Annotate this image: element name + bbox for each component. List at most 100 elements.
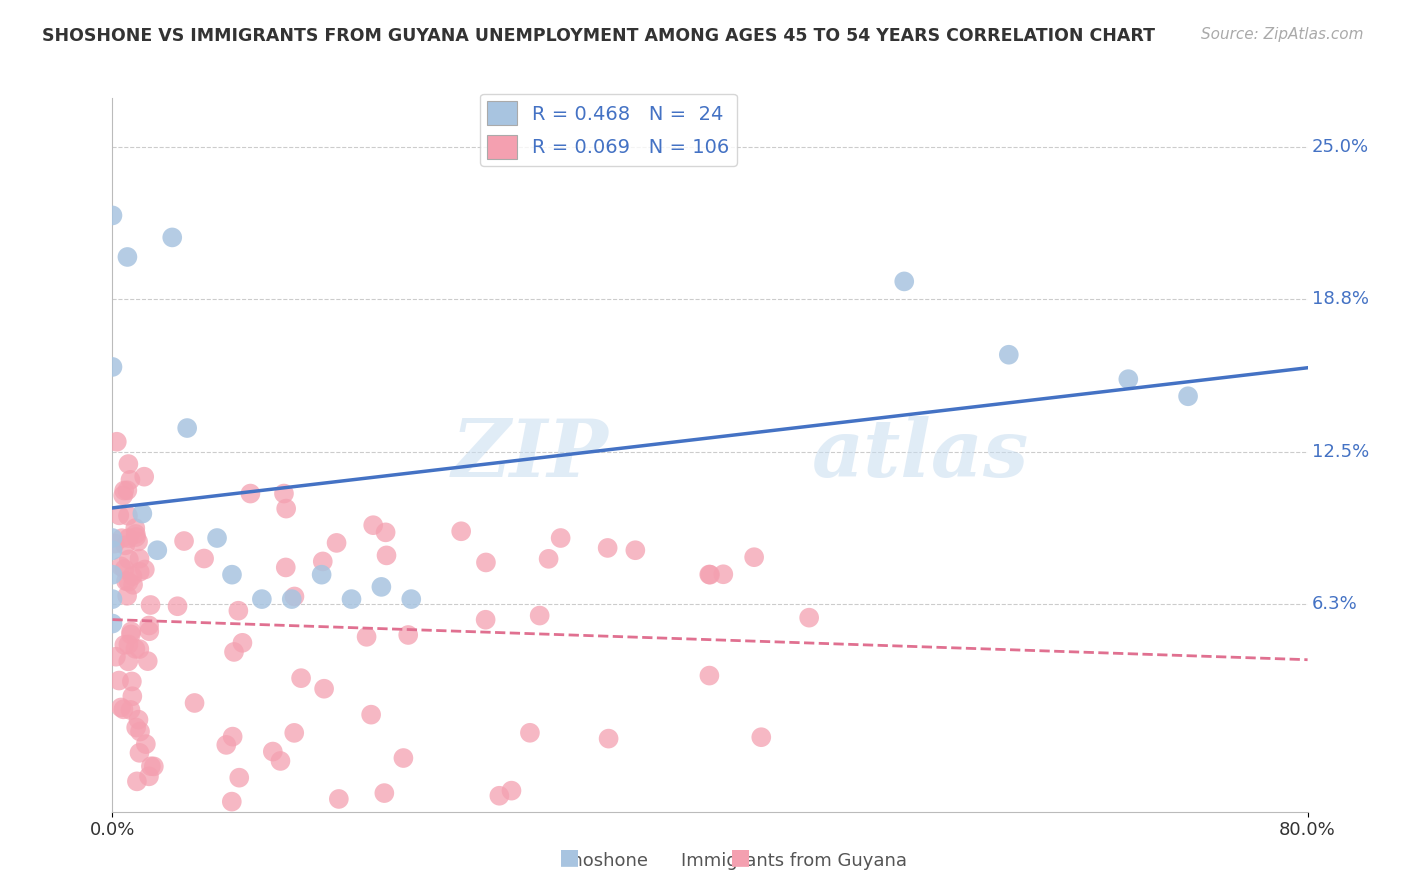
- Point: [101, 531, 124, 545]
- Point: [283, 590, 305, 604]
- Point: [624, 543, 647, 558]
- Point: [121, 569, 143, 583]
- Point: [125, 774, 148, 789]
- Point: [697, 567, 720, 582]
- Point: [101, 359, 124, 374]
- Point: [125, 527, 148, 541]
- Point: [221, 730, 243, 744]
- Point: [519, 726, 541, 740]
- Point: [135, 737, 157, 751]
- Point: [112, 638, 135, 652]
- Point: [328, 792, 350, 806]
- Point: [142, 759, 165, 773]
- Point: [117, 483, 139, 498]
- Point: [396, 628, 419, 642]
- Text: Immigrants from Guyana: Immigrants from Guyana: [682, 852, 907, 870]
- Point: [101, 543, 124, 558]
- Point: [117, 654, 139, 668]
- Point: [537, 551, 560, 566]
- Point: [221, 567, 243, 582]
- Point: [340, 592, 363, 607]
- Point: [1177, 389, 1199, 403]
- Point: [742, 550, 765, 565]
- Point: [283, 726, 305, 740]
- Point: [183, 696, 205, 710]
- Point: [117, 508, 139, 523]
- Point: [108, 673, 131, 688]
- Point: [475, 556, 498, 570]
- Point: [117, 574, 139, 589]
- Point: [998, 348, 1021, 362]
- Point: [120, 703, 142, 717]
- Point: [311, 567, 333, 582]
- Point: [127, 713, 149, 727]
- Point: [360, 707, 382, 722]
- Point: [108, 508, 131, 523]
- Point: [115, 589, 138, 603]
- Point: [128, 642, 150, 657]
- Point: [312, 554, 335, 568]
- Point: [125, 721, 148, 735]
- Point: [131, 507, 153, 521]
- Point: [117, 637, 139, 651]
- Point: [250, 592, 273, 607]
- Point: [231, 636, 253, 650]
- Point: [120, 624, 142, 639]
- Point: [222, 645, 245, 659]
- Point: [370, 580, 392, 594]
- Point: [101, 567, 124, 582]
- Point: [136, 654, 159, 668]
- Point: [401, 592, 423, 607]
- Point: [124, 641, 146, 656]
- Point: [101, 209, 124, 223]
- Point: [269, 754, 291, 768]
- Point: [112, 702, 135, 716]
- Point: [120, 473, 142, 487]
- Point: [699, 668, 721, 682]
- Text: ■: ■: [560, 847, 579, 867]
- Text: ZIP: ZIP: [451, 417, 609, 493]
- Point: [118, 531, 141, 545]
- Point: [893, 274, 915, 288]
- Point: [501, 783, 523, 797]
- Text: SHOSHONE VS IMMIGRANTS FROM GUYANA UNEMPLOYMENT AMONG AGES 45 TO 54 YEARS CORREL: SHOSHONE VS IMMIGRANTS FROM GUYANA UNEMP…: [42, 27, 1156, 45]
- Point: [110, 700, 132, 714]
- Point: [274, 560, 297, 574]
- Point: [111, 531, 134, 545]
- Point: [166, 599, 188, 614]
- Point: [117, 457, 139, 471]
- Point: [139, 598, 162, 612]
- Point: [128, 746, 150, 760]
- Legend: R = 0.468   N =  24, R = 0.069   N = 106: R = 0.468 N = 24, R = 0.069 N = 106: [479, 94, 737, 166]
- Point: [596, 541, 619, 555]
- Point: [114, 562, 136, 576]
- Point: [375, 549, 398, 563]
- Point: [361, 518, 384, 533]
- Point: [101, 616, 124, 631]
- Point: [221, 795, 243, 809]
- Point: [374, 525, 396, 540]
- Point: [128, 551, 150, 566]
- Point: [114, 538, 136, 552]
- Point: [290, 671, 312, 685]
- Point: [356, 630, 378, 644]
- Point: [173, 534, 195, 549]
- Point: [1118, 372, 1140, 386]
- Point: [699, 567, 721, 582]
- Point: [281, 592, 304, 607]
- Point: [104, 536, 127, 550]
- Point: [105, 434, 128, 449]
- Point: [146, 543, 169, 558]
- Point: [101, 592, 124, 607]
- Point: [325, 536, 347, 550]
- Point: [120, 627, 142, 641]
- Point: [799, 610, 821, 624]
- Point: [115, 574, 138, 588]
- Point: [162, 230, 183, 244]
- Point: [134, 469, 156, 483]
- Text: atlas: atlas: [811, 417, 1029, 493]
- Point: [239, 486, 262, 500]
- Point: [193, 551, 215, 566]
- Point: [474, 613, 496, 627]
- Point: [134, 562, 156, 576]
